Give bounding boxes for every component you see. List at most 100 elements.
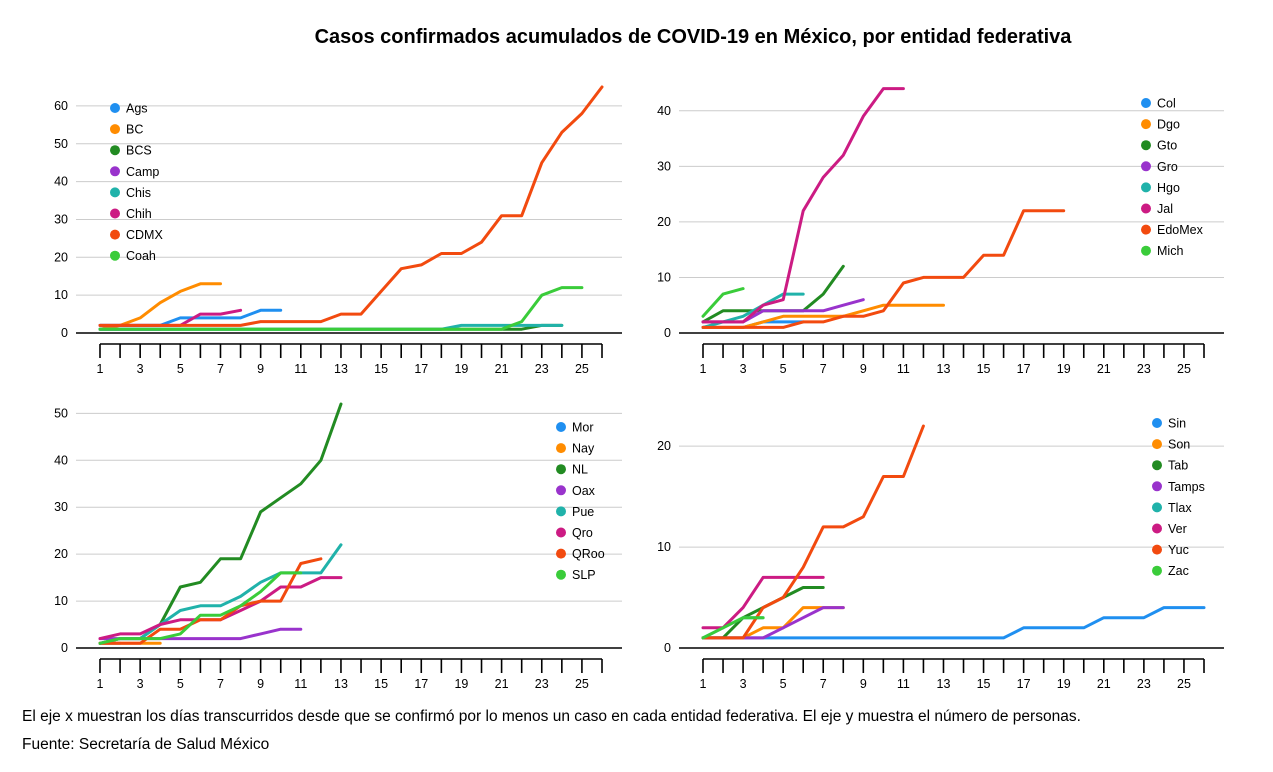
y-tick-label: 30 [54,212,68,226]
legend-label: Oax [572,484,596,498]
x-tick-label: 9 [860,362,867,376]
x-tick-label: 19 [1057,677,1071,691]
x-tick-label: 5 [780,677,787,691]
legend-label: Gro [1157,160,1178,174]
y-tick-label: 30 [54,500,68,514]
x-tick-label: 17 [414,677,428,691]
x-tick-label: 5 [780,362,787,376]
legend-marker [1141,140,1151,151]
legend-label: Son [1168,438,1190,452]
y-tick-label: 0 [664,326,671,340]
legend-marker [556,569,566,580]
x-tick-label: 7 [820,677,827,691]
legend-label: Chis [126,186,151,200]
x-tick-label: 1 [700,362,707,376]
series-line-slp [98,571,303,645]
legend-label: Mich [1157,244,1183,258]
y-tick-label: 10 [657,270,671,284]
x-tick-label: 17 [414,362,428,376]
legend-marker [1152,460,1162,471]
series-line-edomex [701,209,1066,329]
legend-label: Pue [572,505,594,519]
source-note: Fuente: Secretaría de Salud México [22,736,270,753]
x-tick-label: 15 [977,362,991,376]
legend-marker [1152,523,1162,534]
y-tick-label: 20 [54,250,68,264]
y-tick-label: 20 [657,439,671,453]
series-line-bc [98,282,222,331]
x-tick-label: 9 [257,677,264,691]
legend-marker [110,229,120,240]
x-tick-label: 25 [575,677,589,691]
x-tick-label: 13 [937,362,951,376]
x-tick-label: 17 [1017,677,1031,691]
legend-marker [556,527,566,538]
x-tick-label: 25 [1177,362,1191,376]
y-tick-label: 60 [54,99,68,113]
legend-marker [1141,98,1151,108]
legend: Col Dgo Gto Gro Hgo Jal EdoMex Mich [1141,97,1204,258]
series-line-cdmx [98,85,604,327]
x-tick-label: 23 [1137,677,1151,691]
x-tick-label: 7 [217,362,224,376]
legend-marker [556,548,566,559]
legend-marker [1141,161,1151,172]
legend-marker [1152,565,1162,576]
legend-marker [556,485,566,496]
chart-title: Casos confirmados acumulados de COVID-19… [314,26,1072,48]
series-line-sin [701,606,1206,640]
y-tick-label: 20 [54,547,68,561]
x-tick-label: 15 [374,362,388,376]
footnote: El eje x muestran los días transcurridos… [22,708,1081,725]
x-tick-label: 1 [97,362,104,376]
x-tick-label: 1 [700,677,707,691]
series-line-nl [98,402,343,645]
x-tick-label: 15 [977,677,991,691]
x-tick-label: 5 [177,677,184,691]
legend-label: Tab [1168,459,1188,473]
legend-marker [110,166,120,177]
legend-marker [110,145,120,156]
legend-marker [1152,418,1162,428]
legend-marker [1141,224,1151,235]
x-tick-label: 13 [334,677,348,691]
x-tick-label: 3 [740,362,747,376]
legend-label: Mor [572,421,594,435]
legend-marker [556,464,566,475]
y-tick-label: 30 [657,159,671,173]
y-tick-label: 40 [657,104,671,118]
legend-marker [110,187,120,198]
y-tick-label: 40 [54,175,68,189]
legend: Sin Son Tab Tamps Tlax Ver Yuc Zac [1152,417,1205,578]
x-tick-label: 3 [137,362,144,376]
legend-label: Ags [126,102,148,116]
x-tick-label: 11 [294,677,307,691]
y-tick-label: 10 [657,540,671,554]
x-tick-label: 13 [334,362,348,376]
series-line-ver [701,575,825,630]
legend-label: Qro [572,526,593,540]
x-tick-label: 23 [1137,362,1151,376]
legend-label: Tamps [1168,480,1205,494]
x-tick-label: 5 [177,362,184,376]
x-tick-label: 1 [97,677,104,691]
y-tick-label: 0 [664,641,671,655]
legend-label: Coah [126,249,156,263]
legend-marker [1152,544,1162,555]
y-tick-label: 20 [657,215,671,229]
legend-marker [556,422,566,432]
x-tick-label: 19 [454,677,468,691]
x-tick-label: 3 [740,677,747,691]
x-tick-label: 13 [937,677,951,691]
x-tick-label: 9 [257,362,264,376]
legend-label: Tlax [1168,501,1192,515]
series-line-jal [701,87,905,324]
legend-label: NL [572,463,588,477]
legend-label: EdoMex [1157,223,1204,237]
legend-label: Jal [1157,202,1173,216]
x-tick-label: 21 [1097,677,1111,691]
legend-marker [556,443,566,454]
x-tick-label: 7 [217,677,224,691]
